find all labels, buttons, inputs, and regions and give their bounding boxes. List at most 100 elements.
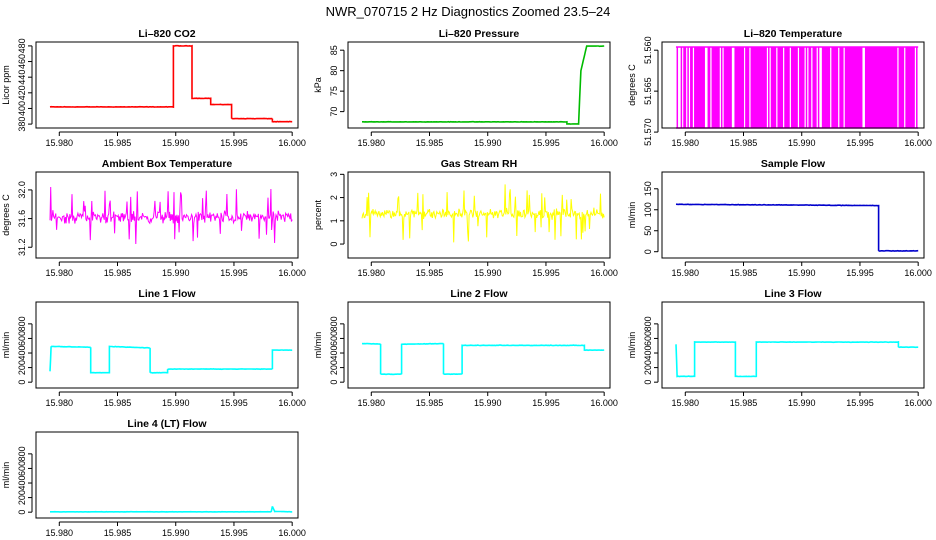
panel-6: Sample Flow ml/min 15.980 15.985 15.990 15.99… — [627, 158, 932, 278]
x-tick-label: 15.995 — [532, 398, 560, 408]
panel-title: Line 1 Flow — [138, 288, 196, 300]
y-tick-label: 380 — [17, 117, 27, 132]
y-axis-label: Licor ppm — [1, 65, 11, 105]
y-tick-label: 0 — [17, 380, 27, 385]
y-tick-label: 600 — [17, 461, 27, 476]
y-axis-label: degrees C — [627, 64, 637, 106]
series-line — [675, 340, 919, 378]
panel-1: Li–820 CO2 Licor ppm 15.980 15.985 15.990 15.… — [1, 28, 306, 148]
plot-frame — [35, 431, 299, 519]
x-tick-label: 16.000 — [590, 268, 618, 278]
panel-title: Line 4 (LT) Flow — [127, 418, 207, 430]
plot-frame — [347, 41, 611, 129]
y-tick-label: 0 — [643, 249, 653, 254]
y-tick-label: 31.6 — [17, 210, 27, 228]
y-tick-label: 51.565 — [643, 77, 653, 105]
panel-8: Line 2 Flow ml/min 15.980 15.985 15.990 15.99… — [313, 288, 618, 408]
plot-frame — [35, 41, 299, 129]
data-series — [361, 342, 605, 376]
y-axis-label: ml/min — [627, 202, 637, 229]
y-tick-label: 420 — [17, 85, 27, 100]
y-tick-label: 460 — [17, 54, 27, 69]
y-tick-label: 600 — [17, 331, 27, 346]
panel-title: Li–820 Temperature — [744, 28, 843, 40]
plot-frame — [35, 171, 299, 259]
x-tick-label: 15.990 — [162, 398, 190, 408]
y-tick-label: 51.570 — [643, 118, 653, 146]
y-tick-label: 800 — [17, 446, 27, 461]
panel-title: Line 2 Flow — [450, 288, 508, 300]
plot-frame — [661, 171, 925, 259]
x-tick-label: 16.000 — [904, 398, 932, 408]
data-series — [675, 340, 919, 378]
y-tick-label: 0 — [643, 380, 653, 385]
y-axis-label: degrees C — [1, 194, 11, 236]
x-tick-label: 15.985 — [416, 398, 444, 408]
x-tick-label: 15.990 — [474, 268, 502, 278]
y-tick-label: 200 — [643, 360, 653, 375]
panel-3: Li–820 Temperature degrees C 15.980 15.985 1… — [627, 28, 932, 148]
x-tick-label: 16.000 — [590, 398, 618, 408]
y-tick-label: 150 — [643, 181, 653, 196]
x-tick-label: 15.980 — [46, 268, 74, 278]
data-series — [361, 184, 605, 243]
panel-title: Li–820 CO2 — [138, 28, 195, 40]
panel-title: Li–820 Pressure — [439, 28, 520, 40]
x-tick-label: 15.980 — [358, 268, 386, 278]
y-tick-label: 600 — [329, 331, 339, 346]
y-axis-label: ml/min — [313, 332, 323, 359]
plot-frame — [35, 301, 299, 389]
x-tick-label: 15.985 — [104, 268, 132, 278]
x-tick-label: 15.980 — [358, 138, 386, 148]
x-tick-label: 15.995 — [220, 398, 248, 408]
y-tick-label: 0 — [17, 510, 27, 515]
y-tick-label: 80 — [329, 66, 339, 76]
x-tick-label: 15.980 — [672, 268, 700, 278]
x-tick-label: 15.980 — [46, 528, 74, 538]
x-tick-label: 15.990 — [474, 398, 502, 408]
panel-title: Gas Stream RH — [441, 158, 517, 170]
plot-frame — [347, 171, 611, 259]
data-series — [50, 506, 293, 513]
plot-frame — [661, 301, 925, 389]
x-tick-label: 15.985 — [730, 398, 758, 408]
data-series — [362, 45, 605, 125]
data-series — [675, 46, 919, 129]
series-line — [50, 506, 293, 513]
series-line — [362, 45, 605, 125]
x-tick-label: 15.980 — [672, 398, 700, 408]
x-tick-label: 16.000 — [904, 138, 932, 148]
series-line — [361, 184, 605, 243]
x-tick-label: 15.990 — [474, 138, 502, 148]
y-tick-label: 100 — [643, 202, 653, 217]
y-tick-label: 440 — [17, 70, 27, 85]
y-tick-label: 800 — [17, 316, 27, 331]
series-bars — [676, 47, 918, 128]
panel-5: Gas Stream RH percent 15.980 15.985 15.990 15… — [313, 158, 618, 278]
panel-title: Line 3 Flow — [764, 288, 822, 300]
panel-9: Line 3 Flow ml/min 15.980 15.985 15.990 15.99… — [627, 288, 932, 408]
data-series — [675, 203, 919, 252]
x-tick-label: 15.980 — [358, 398, 386, 408]
x-tick-label: 15.990 — [162, 528, 190, 538]
y-tick-label: 400 — [17, 476, 27, 491]
panel-7: Line 1 Flow ml/min 15.980 15.985 15.990 15.99… — [1, 288, 306, 408]
y-tick-label: 200 — [17, 490, 27, 505]
y-tick-label: 400 — [643, 346, 653, 361]
y-tick-label: 50 — [643, 226, 653, 236]
y-axis-label: ml/min — [1, 462, 11, 489]
y-tick-label: 75 — [329, 86, 339, 96]
x-tick-label: 15.995 — [846, 268, 874, 278]
y-tick-label: 2 — [329, 195, 339, 200]
panel-2: Li–820 Pressure kPa 15.980 15.985 15.990 15.9… — [313, 28, 618, 148]
y-axis-label: percent — [313, 199, 323, 230]
y-tick-label: 3 — [329, 172, 339, 177]
y-tick-label: 480 — [17, 38, 27, 53]
panel-4: Ambient Box Temperature degrees C 15.980 15… — [1, 158, 306, 278]
x-tick-label: 15.985 — [104, 138, 132, 148]
y-axis-label: ml/min — [627, 332, 637, 359]
figure-title: NWR_070715 2 Hz Diagnostics Zoomed 23.5–… — [326, 4, 611, 19]
data-series — [49, 44, 293, 123]
y-tick-label: 200 — [17, 360, 27, 375]
